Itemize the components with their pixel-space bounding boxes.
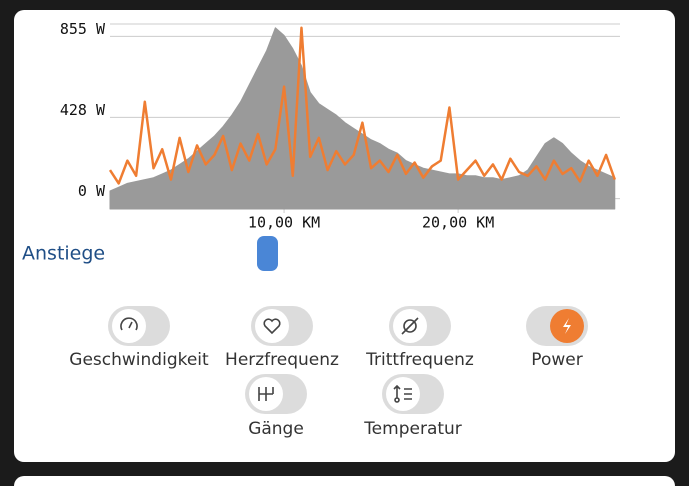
toggle-label: Trittfrequenz — [365, 350, 474, 370]
y-tick-label: 428 W — [60, 101, 106, 119]
toggle-label: Herzfrequenz — [225, 350, 339, 370]
toggle-icon — [258, 387, 274, 401]
toggle-icon — [563, 318, 571, 334]
toggle-icon — [401, 317, 419, 335]
toggle-icon — [263, 318, 281, 335]
plot: 0 W 428 W 855 W 10,00 KM 20,00 KM — [60, 20, 620, 232]
toggle-knob — [255, 309, 289, 343]
toggles: Geschwindigkeit Herzfrequenz Trittfrequenz… — [69, 306, 588, 439]
toggle-label: Geschwindigkeit — [69, 350, 209, 370]
card — [14, 10, 675, 462]
toggle-label: Temperatur — [363, 419, 462, 439]
y-tick-label: 0 W — [78, 182, 106, 200]
toggle-icon — [393, 384, 412, 403]
toggle-knob — [386, 377, 420, 411]
toggle-icon — [120, 317, 138, 331]
toggle-knob — [112, 309, 146, 343]
slider-handle[interactable] — [257, 236, 278, 271]
slider-label: Anstiege — [22, 243, 105, 265]
toggle-label: Gänge — [248, 419, 304, 439]
y-tick-label: 855 W — [60, 20, 106, 38]
next-card — [14, 476, 675, 486]
x-tick-label: 20,00 KM — [422, 214, 494, 232]
x-tick-label: 10,00 KM — [248, 214, 320, 232]
toggle-label: Power — [531, 350, 582, 370]
line — [108, 26, 616, 185]
